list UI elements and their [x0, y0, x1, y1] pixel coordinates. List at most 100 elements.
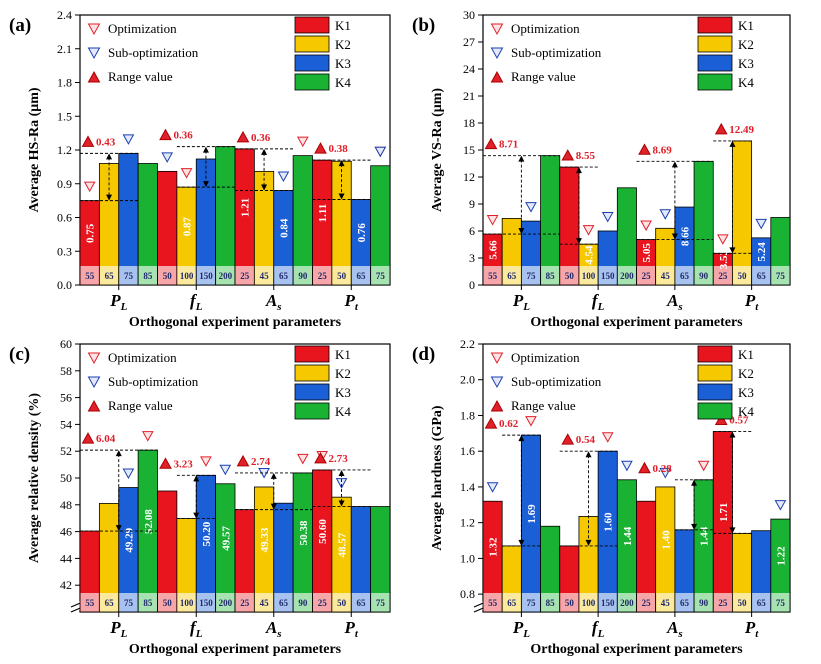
level-label: 45 [661, 271, 671, 281]
level-band [235, 593, 254, 612]
category-name: P [344, 291, 356, 310]
range-legend-icon [490, 400, 504, 412]
level-label: 100 [180, 598, 194, 608]
level-band [598, 266, 617, 285]
level-band [521, 266, 541, 285]
category-name: P [109, 618, 121, 637]
sub-optimization-marker [161, 152, 174, 163]
level-label: 75 [776, 271, 786, 281]
x-tick-label: As [666, 291, 683, 313]
level-band [560, 266, 579, 285]
level-label: 65 [105, 271, 115, 281]
range-arrow-head [729, 247, 736, 254]
category-subscript: t [355, 628, 359, 640]
bar-k4 [370, 506, 391, 613]
y-tick-label: 42 [60, 578, 72, 592]
y-tick-label: 27 [463, 35, 475, 49]
level-label: 100 [582, 271, 596, 281]
chart-panel-4: 0.8 1.0 1.2 1.4 1.6 1.8 2.0 2.2 Average hardness… [412, 337, 791, 657]
category-name: A [666, 291, 678, 310]
level-band [138, 266, 157, 285]
legend-swatch-k2 [697, 35, 733, 53]
optimization-marker [180, 168, 193, 179]
level-band [694, 266, 713, 285]
bar-k4 [770, 518, 791, 613]
level-label: 65 [105, 598, 115, 608]
category-name: f [592, 291, 600, 310]
level-band [371, 266, 390, 285]
level-band [637, 266, 656, 285]
y-tick-label: 1.0 [460, 551, 475, 565]
bar-value-label: 0.76 [356, 223, 368, 243]
y-tick-label: 0.6 [57, 211, 72, 225]
legend-label-k4: K4 [738, 75, 754, 90]
level-band [158, 593, 177, 612]
legend-label-k4: K4 [335, 404, 351, 419]
y-tick-label: 6 [469, 224, 475, 238]
x-tick-label: Pt [344, 618, 359, 640]
sub-optimization-marker [219, 464, 232, 476]
range-arrow-head [338, 193, 345, 200]
bar-value-label: 1.44 [699, 526, 711, 546]
y-tick-label: 0.0 [57, 278, 72, 292]
level-band [502, 593, 521, 612]
x-tick-label: fL [190, 291, 203, 313]
sub-optimization-legend-label: Sub-optimization [511, 45, 602, 60]
x-tick-label: As [265, 291, 282, 313]
y-axis-label: Average VS-Ra (μm) [430, 88, 445, 212]
x-tick-label: Pt [344, 291, 359, 313]
category-subscript: t [755, 628, 759, 640]
legend-label-k2: K2 [335, 366, 351, 381]
legend-label-k4: K4 [738, 404, 754, 419]
level-band [216, 266, 235, 285]
level-label: 65 [507, 271, 517, 281]
sub-optimization-marker [122, 468, 135, 480]
x-tick-label: fL [592, 618, 605, 640]
legend-label-k3: K3 [738, 385, 754, 400]
y-tick-label: 48 [60, 498, 72, 512]
optimization-marker [141, 431, 154, 442]
bar-value-label: 4.54 [584, 245, 596, 265]
range-value-label: 0.62 [499, 418, 519, 430]
range-arrow-head [261, 148, 268, 155]
level-label: 65 [680, 271, 690, 281]
level-label: 75 [526, 271, 536, 281]
level-band [332, 593, 351, 612]
category-subscript: L [120, 301, 128, 313]
optimization-marker [640, 220, 652, 232]
level-band [254, 593, 274, 612]
y-tick-label: 1.8 [57, 76, 72, 90]
range-arrow-head [691, 523, 698, 530]
range-arrow-head [729, 140, 736, 147]
level-band [313, 593, 332, 612]
level-band [371, 593, 390, 612]
sub-optimization-legend-icon [87, 376, 101, 388]
level-label: 150 [601, 598, 615, 608]
range-marker [638, 143, 651, 155]
legend-swatch-k2 [294, 364, 330, 382]
range-arrow-head [585, 539, 592, 546]
range-value-label: 8.71 [499, 139, 518, 151]
range-arrow-head [518, 539, 525, 546]
x-axis-label: Orthogonal experiment parameters [530, 315, 743, 330]
x-axis-label: Orthogonal experiment parameters [129, 315, 342, 330]
level-label: 25 [240, 598, 250, 608]
category-subscript: L [522, 301, 530, 313]
bar-value-label: 50.60 [317, 519, 329, 544]
level-label: 50 [738, 271, 748, 281]
level-label: 200 [620, 271, 634, 281]
range-arrow-head [691, 479, 698, 486]
level-band [541, 593, 560, 612]
bar-value-label: 52.08 [143, 509, 155, 534]
level-band [119, 266, 138, 285]
range-legend-label: Range value [511, 398, 576, 413]
level-label: 50 [565, 271, 575, 281]
level-band [80, 266, 99, 285]
range-legend-label: Range value [511, 69, 576, 84]
legend-swatch-k4 [697, 73, 733, 91]
panel-label: (c) [9, 344, 30, 365]
level-label: 75 [776, 598, 786, 608]
optimization-marker [716, 234, 729, 245]
level-band [752, 266, 771, 285]
level-band [675, 266, 694, 285]
